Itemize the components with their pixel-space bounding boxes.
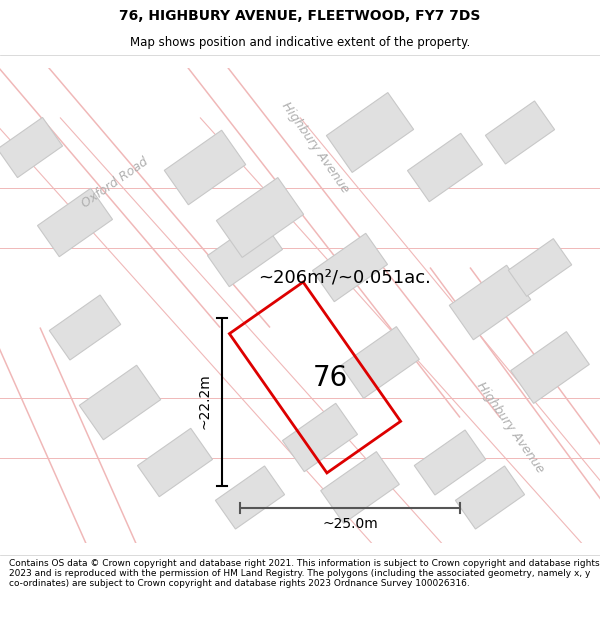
Polygon shape <box>485 101 554 164</box>
Text: Map shows position and indicative extent of the property.: Map shows position and indicative extent… <box>130 36 470 49</box>
Polygon shape <box>217 177 304 258</box>
Text: 76, HIGHBURY AVENUE, FLEETWOOD, FY7 7DS: 76, HIGHBURY AVENUE, FLEETWOOD, FY7 7DS <box>119 9 481 24</box>
Polygon shape <box>283 403 358 472</box>
Polygon shape <box>37 188 113 257</box>
Polygon shape <box>164 130 246 205</box>
Text: ~22.2m: ~22.2m <box>197 374 211 429</box>
Polygon shape <box>79 365 161 440</box>
Text: Oxford Road: Oxford Road <box>79 155 151 210</box>
Polygon shape <box>511 332 589 403</box>
Polygon shape <box>326 92 413 172</box>
Text: ~206m²/~0.051ac.: ~206m²/~0.051ac. <box>259 269 431 286</box>
Polygon shape <box>137 428 212 497</box>
Polygon shape <box>313 233 388 302</box>
Text: Highbury Avenue: Highbury Avenue <box>474 379 546 476</box>
Text: Highbury Avenue: Highbury Avenue <box>279 99 351 196</box>
Text: Contains OS data © Crown copyright and database right 2021. This information is : Contains OS data © Crown copyright and d… <box>9 559 599 588</box>
Text: 76: 76 <box>313 364 347 391</box>
Polygon shape <box>455 466 524 529</box>
Polygon shape <box>341 327 419 398</box>
Polygon shape <box>208 218 283 287</box>
Polygon shape <box>215 466 284 529</box>
Polygon shape <box>414 430 486 495</box>
Polygon shape <box>0 118 62 178</box>
Polygon shape <box>320 452 400 523</box>
Text: ~25.0m: ~25.0m <box>322 516 378 531</box>
Polygon shape <box>449 265 531 340</box>
Polygon shape <box>407 133 482 202</box>
Polygon shape <box>508 239 572 296</box>
Polygon shape <box>49 295 121 360</box>
